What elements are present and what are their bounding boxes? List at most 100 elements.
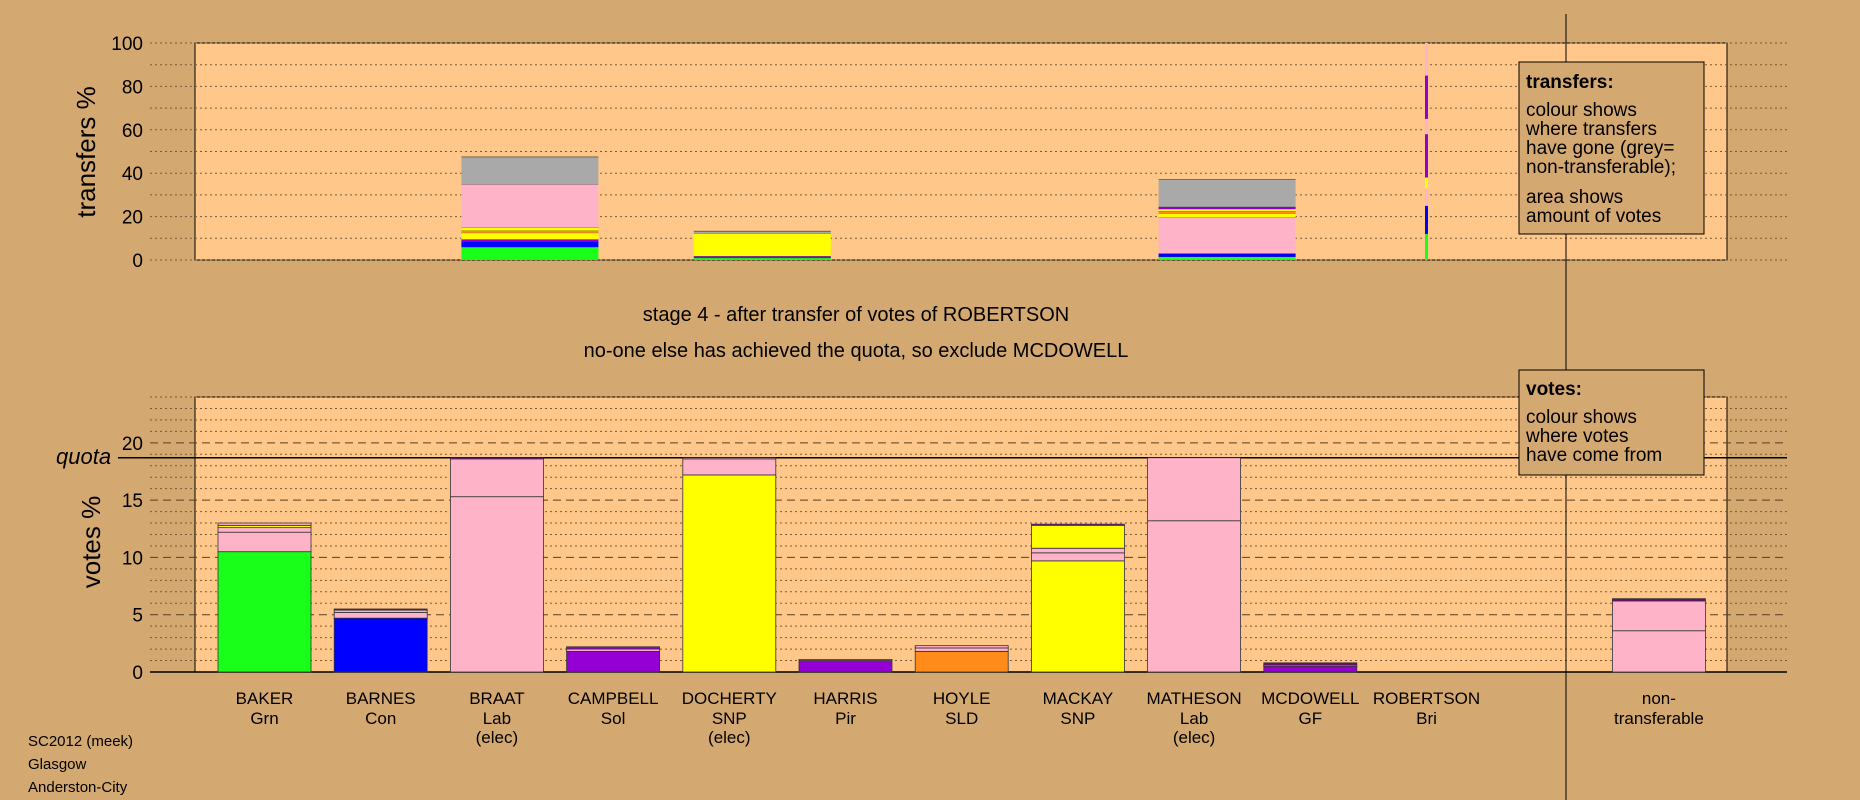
candidate-party: Lab	[1180, 709, 1208, 728]
y-tick-label: 100	[111, 34, 143, 55]
candidate-party: SNP	[1060, 709, 1095, 728]
transfer-segment	[1158, 256, 1296, 260]
transfer-segment	[1158, 211, 1296, 214]
vote-segment	[1612, 598, 1706, 602]
candidate-party: Grn	[250, 709, 278, 728]
transfer-segment	[461, 156, 599, 185]
transfer-segment	[1158, 217, 1296, 254]
stage-title: stage 4 - after transfer of votes of ROB…	[643, 304, 1069, 326]
transfers-legend-line: colour shows	[1526, 100, 1637, 121]
transfer-segment	[693, 233, 831, 257]
y-tick-label: 10	[122, 548, 143, 569]
candidate-party: SLD	[945, 709, 978, 728]
y-tick-label: 40	[122, 164, 143, 185]
vote-segment	[1263, 665, 1358, 673]
candidate-name: CAMPBELL	[568, 689, 659, 708]
y-tick-label: 60	[122, 121, 143, 142]
votes-legend: votes: colour shows where votes have com…	[1518, 369, 1705, 476]
transfer-segment	[1425, 118, 1428, 135]
vote-segment	[1031, 523, 1125, 526]
transfer-segment	[693, 231, 831, 234]
vote-segment	[333, 617, 428, 673]
vote-segment	[1147, 520, 1241, 673]
transfer-segment	[461, 239, 599, 242]
vote-segment	[449, 458, 544, 498]
transfer-segment	[1158, 253, 1296, 257]
vote-segment	[798, 660, 893, 673]
vote-segment	[566, 650, 660, 673]
transfers-legend-line: area shows	[1526, 187, 1623, 208]
votes-legend-box	[1518, 369, 1705, 476]
vote-segment	[1147, 457, 1241, 522]
candidate-name: ROBERTSON	[1373, 689, 1480, 708]
footer-council: Glasgow	[28, 756, 87, 773]
votes-legend-line: where votes	[1525, 426, 1628, 447]
stage-subtitle: no-one else has achieved the quota, so e…	[584, 340, 1129, 362]
votes-y-axis-label: votes %	[76, 496, 106, 589]
vote-segment	[1263, 662, 1358, 666]
candidate-elected: (elec)	[708, 728, 751, 747]
vote-segment	[682, 458, 777, 476]
candidate-party: Sol	[601, 709, 626, 728]
candidate-party: Bri	[1416, 709, 1437, 728]
candidate-party: Pir	[835, 709, 856, 728]
transfer-segment	[1158, 206, 1296, 210]
transfer-segment	[1425, 75, 1428, 119]
transfer-segment	[1425, 205, 1428, 234]
transfers-legend-line: amount of votes	[1526, 206, 1661, 227]
candidate-name: MCDOWELL	[1261, 689, 1359, 708]
candidate-name: BRAAT	[469, 689, 524, 708]
vote-segment	[1031, 547, 1125, 554]
footer-method: SC2012 (meek)	[28, 733, 134, 750]
transfers-legend-line: non-transferable);	[1526, 157, 1676, 178]
vote-segment	[217, 527, 312, 533]
transfers-legend-line: have gone (grey=	[1526, 138, 1674, 159]
candidate-elected: (elec)	[1173, 728, 1216, 747]
candidate-elected: (elec)	[476, 728, 519, 747]
vote-segment	[914, 645, 1009, 649]
candidate-name: HOYLE	[933, 689, 991, 708]
vote-segment	[449, 457, 544, 460]
vote-segment	[1031, 560, 1125, 673]
y-tick-label: 20	[122, 208, 143, 229]
vote-segment	[217, 531, 312, 553]
transfer-segment	[461, 184, 599, 228]
vote-segment	[1612, 600, 1706, 632]
vote-segment	[217, 522, 312, 526]
candidate-name: BARNES	[346, 689, 416, 708]
transfer-segment	[461, 241, 599, 247]
candidate-party: Con	[365, 709, 396, 728]
transfer-segment	[1425, 233, 1428, 260]
footer-ward: Anderston-City	[28, 779, 128, 796]
vote-segment	[566, 646, 660, 650]
transfer-segment	[1158, 209, 1296, 212]
nontransferable-label: non-	[1642, 689, 1676, 708]
y-tick-label: 20	[122, 434, 143, 455]
candidate-name: MACKAY	[1043, 689, 1114, 708]
candidate-name: BAKER	[236, 689, 294, 708]
transfers-legend: transfers: colour shows where transfers …	[1518, 61, 1705, 235]
candidate-party: Lab	[483, 709, 511, 728]
votes-legend-line: have come from	[1526, 445, 1662, 466]
transfer-segment	[1158, 213, 1296, 218]
transfer-segment	[1425, 177, 1428, 189]
transfers-y-axis-label: transfers %	[71, 86, 101, 218]
y-tick-label: 80	[122, 77, 143, 98]
candidate-party: SNP	[712, 709, 747, 728]
transfer-segment	[461, 232, 599, 240]
votes-legend-line: colour shows	[1526, 407, 1637, 428]
vote-segment	[682, 474, 777, 673]
transfer-segment	[1425, 188, 1428, 206]
transfer-segment	[461, 230, 599, 233]
vote-segment	[798, 658, 893, 661]
vote-segment	[333, 612, 428, 619]
transfer-segment	[693, 257, 831, 260]
transfer-segment	[461, 246, 599, 260]
transfer-segment	[1425, 134, 1428, 178]
candidate-name: DOCHERTY	[682, 689, 777, 708]
vote-segment	[449, 496, 544, 673]
y-tick-label: 5	[132, 606, 143, 627]
candidate-name: MATHESON	[1147, 689, 1242, 708]
